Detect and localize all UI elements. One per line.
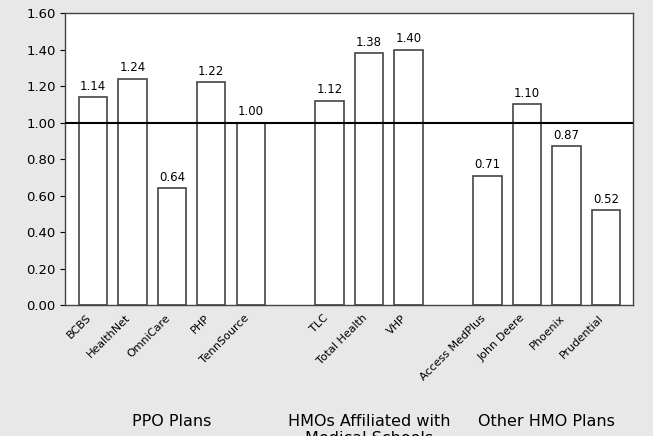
Text: 1.38: 1.38 [356,36,382,49]
Bar [236,123,265,305]
Text: Other HMO Plans: Other HMO Plans [478,413,615,429]
Text: 0.87: 0.87 [553,129,579,142]
Bar [79,97,107,305]
Text: 0.52: 0.52 [593,193,619,206]
Text: 1.24: 1.24 [119,61,146,74]
Bar [513,104,541,305]
Bar [197,82,225,305]
Bar [552,146,581,305]
Bar [473,176,502,305]
Text: 1.10: 1.10 [514,87,540,100]
Bar [315,101,344,305]
Bar [157,188,186,305]
Text: 0.64: 0.64 [159,171,185,184]
Bar [355,53,383,305]
Bar [592,210,620,305]
Text: 0.71: 0.71 [474,158,500,171]
Bar [394,50,422,305]
Text: 1.40: 1.40 [396,32,422,45]
Text: 1.00: 1.00 [238,105,264,118]
Text: HMOs Affiliated with
Medical Schools: HMOs Affiliated with Medical Schools [288,413,451,436]
Text: PPO Plans: PPO Plans [132,413,212,429]
Text: 1.12: 1.12 [317,83,343,96]
Text: 1.22: 1.22 [198,65,225,78]
Bar [118,79,146,305]
Text: 1.14: 1.14 [80,79,106,92]
